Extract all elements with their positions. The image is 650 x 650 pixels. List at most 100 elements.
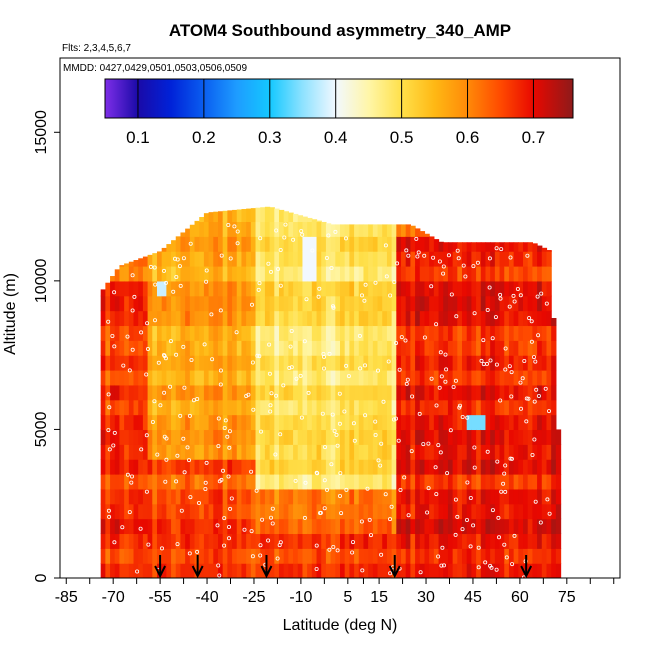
- heatmap-cell: [527, 280, 533, 297]
- heatmap-cell: [110, 399, 116, 416]
- heatmap-cell: [325, 444, 332, 460]
- heatmap-cell: [213, 533, 219, 549]
- heatmap-cell: [293, 266, 299, 282]
- heatmap-cell: [429, 355, 435, 371]
- heatmap-cell: [278, 474, 285, 490]
- heatmap-cell: [161, 533, 167, 549]
- heatmap-cell: [490, 242, 496, 252]
- heatmap-cell: [443, 518, 449, 535]
- heatmap-cell: [110, 280, 116, 297]
- heatmap-cell: [518, 251, 524, 267]
- heatmap-cell: [227, 474, 233, 490]
- heatmap-cell: [208, 251, 214, 267]
- heatmap-cell: [321, 399, 327, 416]
- heatmap-cell: [302, 384, 308, 401]
- heatmap-cell: [354, 488, 360, 505]
- heatmap-cell: [541, 563, 548, 578]
- heatmap-cell: [311, 266, 318, 282]
- sample-marker: [453, 497, 458, 502]
- heatmap-cell: [377, 340, 383, 356]
- heatmap-cell: [325, 459, 332, 475]
- sample-marker: [346, 374, 351, 379]
- sample-marker: [454, 314, 459, 319]
- heatmap-cell: [494, 488, 501, 505]
- heatmap-cell: [321, 444, 327, 460]
- heatmap-cell: [354, 340, 360, 356]
- heatmap-cell: [307, 325, 313, 341]
- heatmap-cell: [541, 444, 548, 460]
- heatmap-cell: [156, 295, 163, 312]
- heatmap-cell: [166, 266, 172, 282]
- heatmap-cell: [175, 548, 182, 564]
- sample-marker: [135, 569, 140, 574]
- heatmap-cell: [476, 280, 482, 297]
- heatmap-cell: [269, 325, 275, 341]
- heatmap-cell: [368, 384, 374, 401]
- sample-marker: [415, 254, 420, 259]
- heatmap-cell: [307, 251, 313, 267]
- heatmap-cell: [330, 474, 336, 490]
- heatmap-cell: [457, 370, 463, 386]
- heatmap-cell: [476, 414, 482, 431]
- heatmap-cell: [330, 414, 336, 431]
- heatmap-cell: [208, 370, 214, 386]
- heatmap-cell: [504, 266, 510, 282]
- heatmap-cell: [429, 518, 435, 535]
- sample-marker: [287, 365, 292, 370]
- sample-marker: [479, 358, 484, 363]
- heatmap-cell: [189, 429, 196, 445]
- heatmap-cell: [471, 503, 477, 520]
- heatmap-cell: [269, 340, 275, 356]
- heatmap-cell: [508, 340, 515, 356]
- heatmap-cell: [217, 355, 224, 371]
- heatmap-cell: [532, 533, 538, 549]
- heatmap-cell: [171, 533, 177, 549]
- heatmap-cell: [386, 266, 393, 282]
- heatmap-cell: [372, 370, 379, 386]
- heatmap-cell: [199, 221, 205, 237]
- heatmap-cell: [386, 429, 393, 445]
- heatmap-cell: [546, 444, 552, 460]
- heatmap-cell: [438, 503, 444, 520]
- heatmap-cell: [316, 399, 322, 416]
- heatmap-cell: [147, 340, 153, 356]
- heatmap-cell: [138, 399, 144, 416]
- sample-marker: [402, 475, 407, 480]
- heatmap-cell: [368, 280, 374, 297]
- heatmap-cell: [175, 384, 182, 401]
- sample-marker: [393, 416, 398, 421]
- sample-marker: [388, 571, 393, 576]
- heatmap-cell: [349, 488, 355, 505]
- heatmap-cell: [119, 370, 125, 386]
- heatmap-cell: [335, 224, 341, 237]
- heatmap-cell: [330, 563, 336, 578]
- heatmap-cell: [344, 370, 350, 386]
- heatmap-cell: [335, 414, 341, 431]
- heatmap-cell: [429, 399, 435, 416]
- heatmap-cell: [311, 503, 318, 520]
- sample-marker: [520, 376, 525, 381]
- heatmap-cell: [203, 459, 210, 475]
- heatmap-cell: [307, 236, 313, 252]
- heatmap-cell: [490, 474, 496, 490]
- heatmap-cell: [110, 474, 116, 490]
- heatmap-cell: [358, 370, 365, 386]
- heatmap-cell: [161, 325, 167, 341]
- heatmap-cell: [128, 384, 135, 401]
- heatmap-cell: [499, 310, 505, 327]
- heatmap-cell: [133, 280, 139, 297]
- sample-marker: [174, 274, 179, 279]
- heatmap-cell: [100, 503, 106, 520]
- heatmap-cell: [175, 355, 182, 371]
- heatmap-cell: [401, 474, 407, 490]
- heatmap-cell: [114, 355, 121, 371]
- heatmap-cell: [114, 280, 121, 297]
- heatmap-cell: [494, 518, 501, 535]
- heatmap-cell: [386, 518, 393, 535]
- sample-marker: [130, 347, 135, 352]
- heatmap-cell: [325, 399, 332, 416]
- heatmap-cell: [386, 503, 393, 520]
- heatmap-cell: [100, 444, 106, 460]
- heatmap-cell: [138, 429, 144, 445]
- heatmap-cell: [222, 488, 228, 505]
